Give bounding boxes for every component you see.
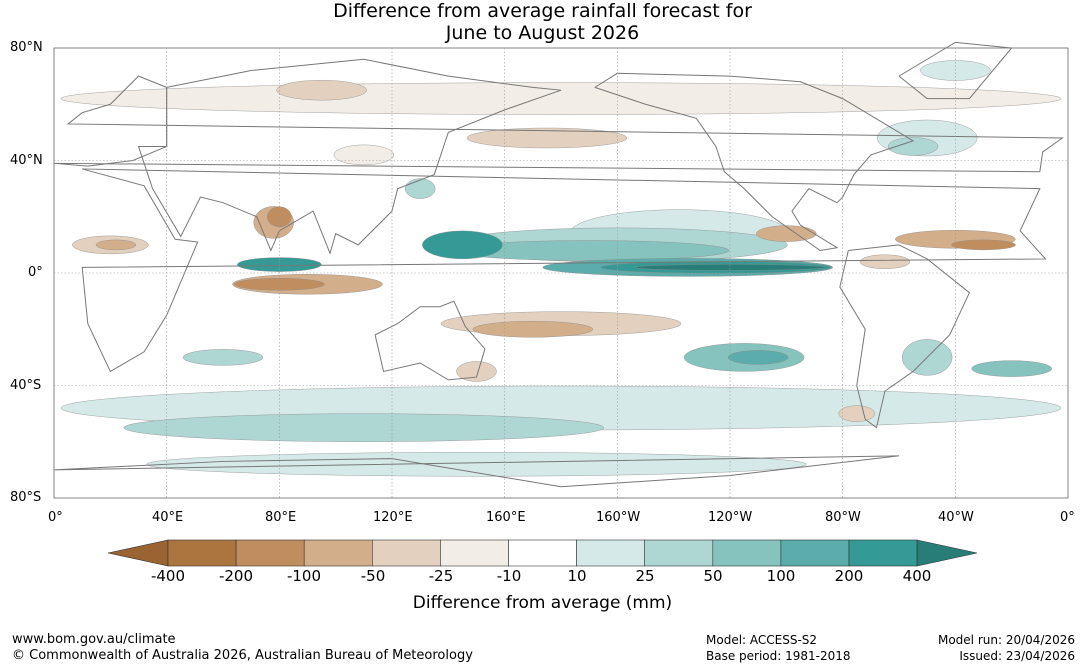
colorbar-tick: 10 (567, 567, 587, 585)
greenland-coastline (898, 41, 1013, 100)
colorbar (107, 539, 978, 567)
colorbar-swatch (848, 539, 918, 567)
gridlines (54, 48, 1068, 498)
north-pacific-dry (466, 127, 628, 149)
rainfall-anomaly-map (53, 41, 1069, 499)
lon-label-160e: 160°E (486, 510, 526, 525)
colorbar-extend-low (107, 539, 169, 567)
map-title-line2: June to August 2026 (445, 22, 640, 44)
central-america-dry (756, 225, 817, 242)
antarctic-wet-band (146, 452, 807, 477)
colorbar-tick: -50 (360, 567, 386, 585)
colorbar-swatch (576, 539, 645, 567)
colorbar-swatch (644, 539, 714, 567)
africa-dry-core (95, 239, 137, 251)
lat-label-40n: 40°N (10, 153, 43, 168)
footer-url: www.bom.gov.au/climate (12, 632, 176, 647)
south-pacific-wet-core (727, 350, 789, 365)
colorbar-tick: -100 (286, 567, 322, 585)
colorbar-swatch (303, 539, 373, 567)
colorbar-label: Difference from average (mm) (412, 593, 673, 613)
north-america-coastline (594, 72, 915, 252)
lon-label-80w: 80°W (825, 510, 861, 525)
colorbar-tick: -25 (428, 567, 454, 585)
south-america-coastline (839, 244, 971, 429)
lon-label-80e: 80°E (265, 510, 297, 525)
colorbar-tick: -200 (218, 567, 254, 585)
colorbar-tick: -10 (496, 567, 522, 585)
atlantic-dry-core (951, 239, 1016, 251)
lat-label-equator: 0° (28, 265, 43, 280)
colorbar-tick: 25 (635, 567, 655, 585)
west-pacific-wet (422, 230, 503, 260)
colorbar-swatch (235, 539, 305, 567)
southern-ocean-wet-band-2 (123, 413, 605, 442)
colorbar-tick: -400 (150, 567, 186, 585)
atlantic-north-wet-core (887, 137, 939, 156)
europe-coastline (53, 75, 1064, 173)
colorbar-swatch (371, 539, 441, 567)
antarctica-coastline (53, 455, 900, 488)
colorbar-swatch (167, 539, 237, 567)
sw-pacific-dry-core (472, 321, 594, 338)
south-indian-wet (182, 349, 264, 366)
south-america-south-dry (838, 405, 875, 422)
colorbar-tick: 200 (834, 567, 864, 585)
lat-label-80s: 80°S (10, 490, 42, 505)
colorbar-extend-high (916, 539, 978, 567)
lat-label-40s: 40°S (10, 378, 42, 393)
footer-base-period: Base period: 1981-2018 (706, 649, 851, 663)
footer-copyright: © Commonwealth of Australia 2026, Austra… (12, 648, 473, 663)
footer-model-run: Model run: 20/04/2026 (937, 633, 1075, 647)
siberia-dry (333, 144, 395, 166)
south-atlantic-wet (971, 360, 1052, 377)
footer-model: Model: ACCESS-S2 (706, 633, 818, 647)
footer-issued: Issued: 23/04/2026 (959, 649, 1075, 663)
colorbar-tick: 50 (703, 567, 723, 585)
south-america-north-dry (859, 254, 911, 269)
coastlines (53, 41, 1064, 488)
arctic-dry-band (60, 82, 1062, 115)
map-title-line1: Difference from average rainfall forecas… (333, 0, 752, 22)
colorbar-swatch (508, 539, 577, 567)
lat-label-80n: 80°N (10, 40, 43, 55)
colorbar-tick: 100 (766, 567, 796, 585)
asia-coastline (137, 58, 562, 255)
indian-ocean-wet (237, 257, 322, 272)
lon-label-120e: 120°E (373, 510, 413, 525)
lon-label-40w: 40°W (938, 510, 974, 525)
colorbar-swatch (712, 539, 782, 567)
lon-label-120w: 120°W (708, 510, 753, 525)
colorbar-swatch (780, 539, 850, 567)
pacific-equatorial-wet-strong (634, 264, 826, 271)
lon-label-40e: 40°E (152, 510, 184, 525)
australia-west-dry (456, 361, 497, 382)
lon-label-0-right: 0° (1060, 510, 1075, 525)
colorbar-tick: 400 (902, 567, 932, 585)
east-asia-wet (404, 178, 436, 199)
lon-label-160w: 160°W (596, 510, 641, 525)
asia-north-dry (276, 79, 367, 101)
australia-coastline (374, 300, 486, 381)
lon-label-0: 0° (48, 510, 63, 525)
colorbar-swatch (440, 539, 509, 567)
